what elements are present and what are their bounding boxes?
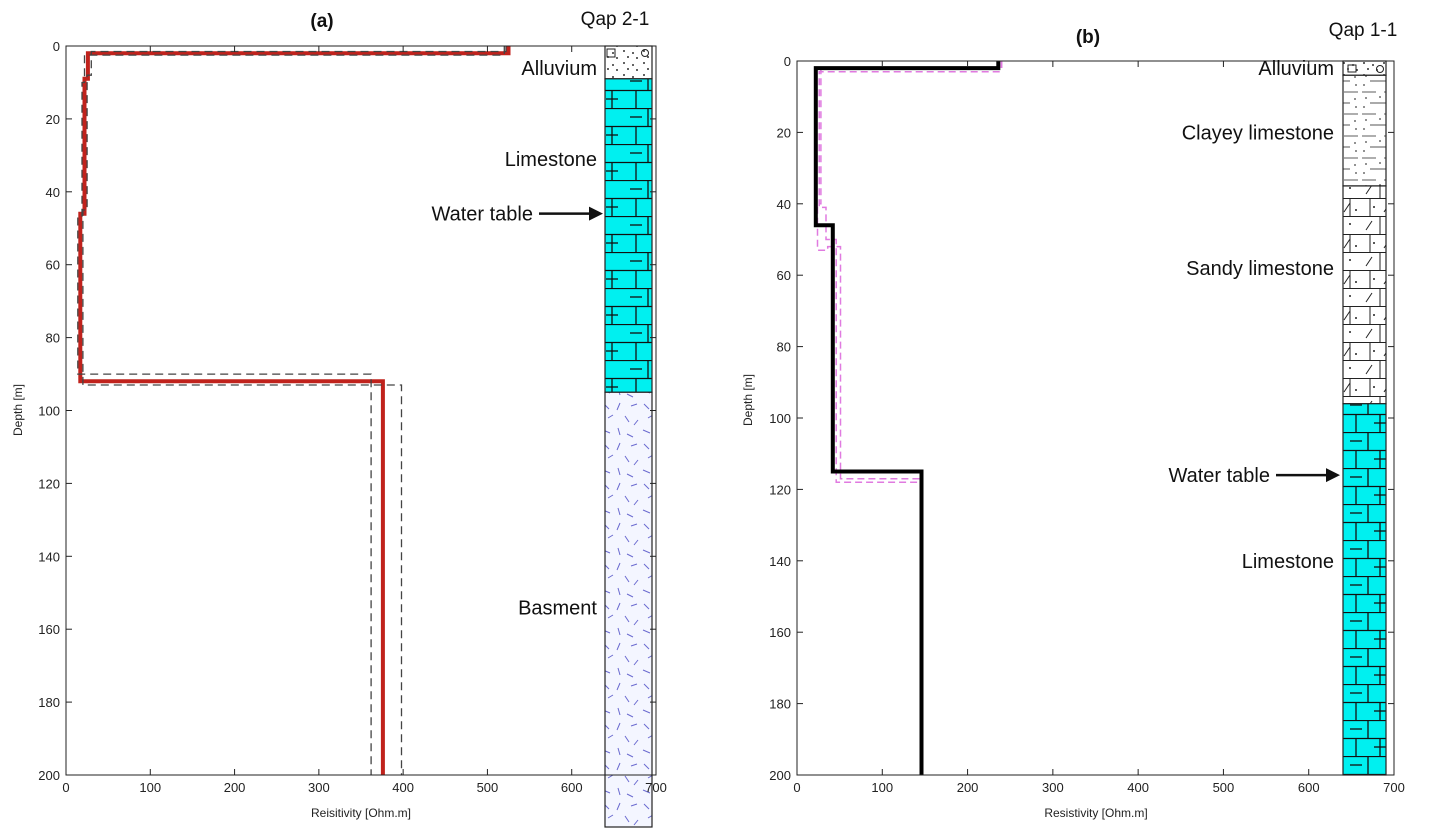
y-tick-label: 160 <box>38 622 60 637</box>
lithology-layer-alluvium <box>1342 60 1387 76</box>
series-line-bound_high <box>82 46 507 775</box>
y-tick-label: 80 <box>46 331 60 346</box>
y-tick-label: 20 <box>46 112 60 127</box>
y-tick-label: 200 <box>769 768 791 783</box>
y-tick-label: 180 <box>38 695 60 710</box>
y-tick-label: 0 <box>784 54 791 69</box>
y-tick-label: 40 <box>46 185 60 200</box>
chart-title-a: Qap 2-1 <box>581 9 650 30</box>
y-tick-label: 0 <box>53 39 60 54</box>
strat-column-a <box>604 45 653 828</box>
x-tick-label: 300 <box>308 780 330 795</box>
y-tick-label: 140 <box>38 549 60 564</box>
y-tick-label: 60 <box>777 268 791 283</box>
water-table-arrow-head <box>1326 468 1340 483</box>
panel-label-a: (a) <box>310 11 333 32</box>
layer-label: Limestone <box>505 149 597 171</box>
series-line-bound_high <box>818 61 1001 775</box>
resistivity-lines-b <box>813 61 1003 775</box>
y-tick-label: 40 <box>777 197 791 212</box>
lithology-layer-limestone <box>1342 403 1387 776</box>
water-table-arrow-head <box>589 206 603 221</box>
alluvium-pebble <box>1376 65 1384 73</box>
alluvium-pebble <box>641 49 649 57</box>
y-tick-label: 120 <box>38 476 60 491</box>
water-table-label: Water table <box>1168 465 1270 487</box>
x-axis-label-a: Reisitivity [Ohm.m] <box>311 806 411 820</box>
x-tick-label: 400 <box>392 780 414 795</box>
layer-label: Alluvium <box>521 58 597 80</box>
y-tick-label: 60 <box>46 258 60 273</box>
layer-label: Clayey limestone <box>1182 122 1334 144</box>
layer-label: Alluvium <box>1258 58 1334 80</box>
lithology-layer-alluvium <box>604 45 653 80</box>
axes-b: 0 100 200 300 400 500 600 700 0 20 40 60 80 100 120 140… <box>769 54 1405 795</box>
y-axis-label-b: Depth [m] <box>741 374 755 426</box>
layer-label: Basment <box>518 597 597 619</box>
x-tick-label: 200 <box>957 780 979 795</box>
series-line-model <box>78 46 511 775</box>
y-tick-label: 140 <box>769 554 791 569</box>
lithology-layer-clayey <box>1342 74 1387 187</box>
y-tick-label: 200 <box>38 768 60 783</box>
layer-label: Sandy limestone <box>1186 258 1334 280</box>
x-tick-label: 100 <box>139 780 161 795</box>
series-line-model <box>813 61 1001 775</box>
x-tick-label: 700 <box>645 780 667 795</box>
x-tick-label: 0 <box>793 780 800 795</box>
chart-title-b: Qap 1-1 <box>1329 20 1398 41</box>
y-tick-label: 120 <box>769 482 791 497</box>
panel-a: (a) Qap 2-1 0 100 200 300 400 500 600 700 0 20 40 6… <box>11 9 667 828</box>
annotations-b: Alluvium Clayey limestone Sandy limestone W… <box>1168 58 1340 573</box>
x-tick-label: 500 <box>1213 780 1235 795</box>
plot-frame-b <box>796 60 1395 776</box>
y-tick-label: 20 <box>777 125 791 140</box>
y-tick-label: 100 <box>38 404 60 419</box>
alluvium-pebble <box>606 48 616 58</box>
x-tick-label: 500 <box>477 780 499 795</box>
x-tick-label: 400 <box>1127 780 1149 795</box>
resistivity-lines-a <box>77 46 511 775</box>
water-table-label: Water table <box>431 204 533 226</box>
x-axis-label-b: Resistivity [Ohm.m] <box>1044 806 1147 820</box>
series-line-bound_low <box>816 61 1003 775</box>
layer-label: Limestone <box>1242 551 1334 573</box>
y-tick-label: 100 <box>769 411 791 426</box>
y-axis-label-a: Depth [m] <box>11 384 25 436</box>
y-tick-label: 180 <box>769 697 791 712</box>
strat-column-b <box>1342 60 1387 776</box>
annotations-a: Alluvium Limestone Water table Basment <box>431 58 603 619</box>
x-tick-label: 200 <box>224 780 246 795</box>
x-tick-label: 600 <box>1298 780 1320 795</box>
x-tick-label: 0 <box>62 780 69 795</box>
x-tick-label: 700 <box>1383 780 1405 795</box>
series-line-bound_low <box>77 46 505 775</box>
lithology-layer-limestone <box>604 78 653 393</box>
lithology-layer-basement <box>604 391 653 828</box>
x-tick-label: 300 <box>1042 780 1064 795</box>
alluvium-pebble <box>1347 64 1357 73</box>
lithology-layer-sandy <box>1342 185 1387 405</box>
y-tick-label: 80 <box>777 340 791 355</box>
panel-b: (b) Qap 1-1 0 100 200 300 400 500 600 700 0 20 40 6… <box>741 20 1405 820</box>
x-tick-label: 600 <box>561 780 583 795</box>
panel-label-b: (b) <box>1076 27 1100 48</box>
axes-a: 0 100 200 300 400 500 600 700 0 20 40 60 80 100 120 140… <box>38 39 667 795</box>
x-tick-label: 100 <box>871 780 893 795</box>
y-tick-label: 160 <box>769 625 791 640</box>
